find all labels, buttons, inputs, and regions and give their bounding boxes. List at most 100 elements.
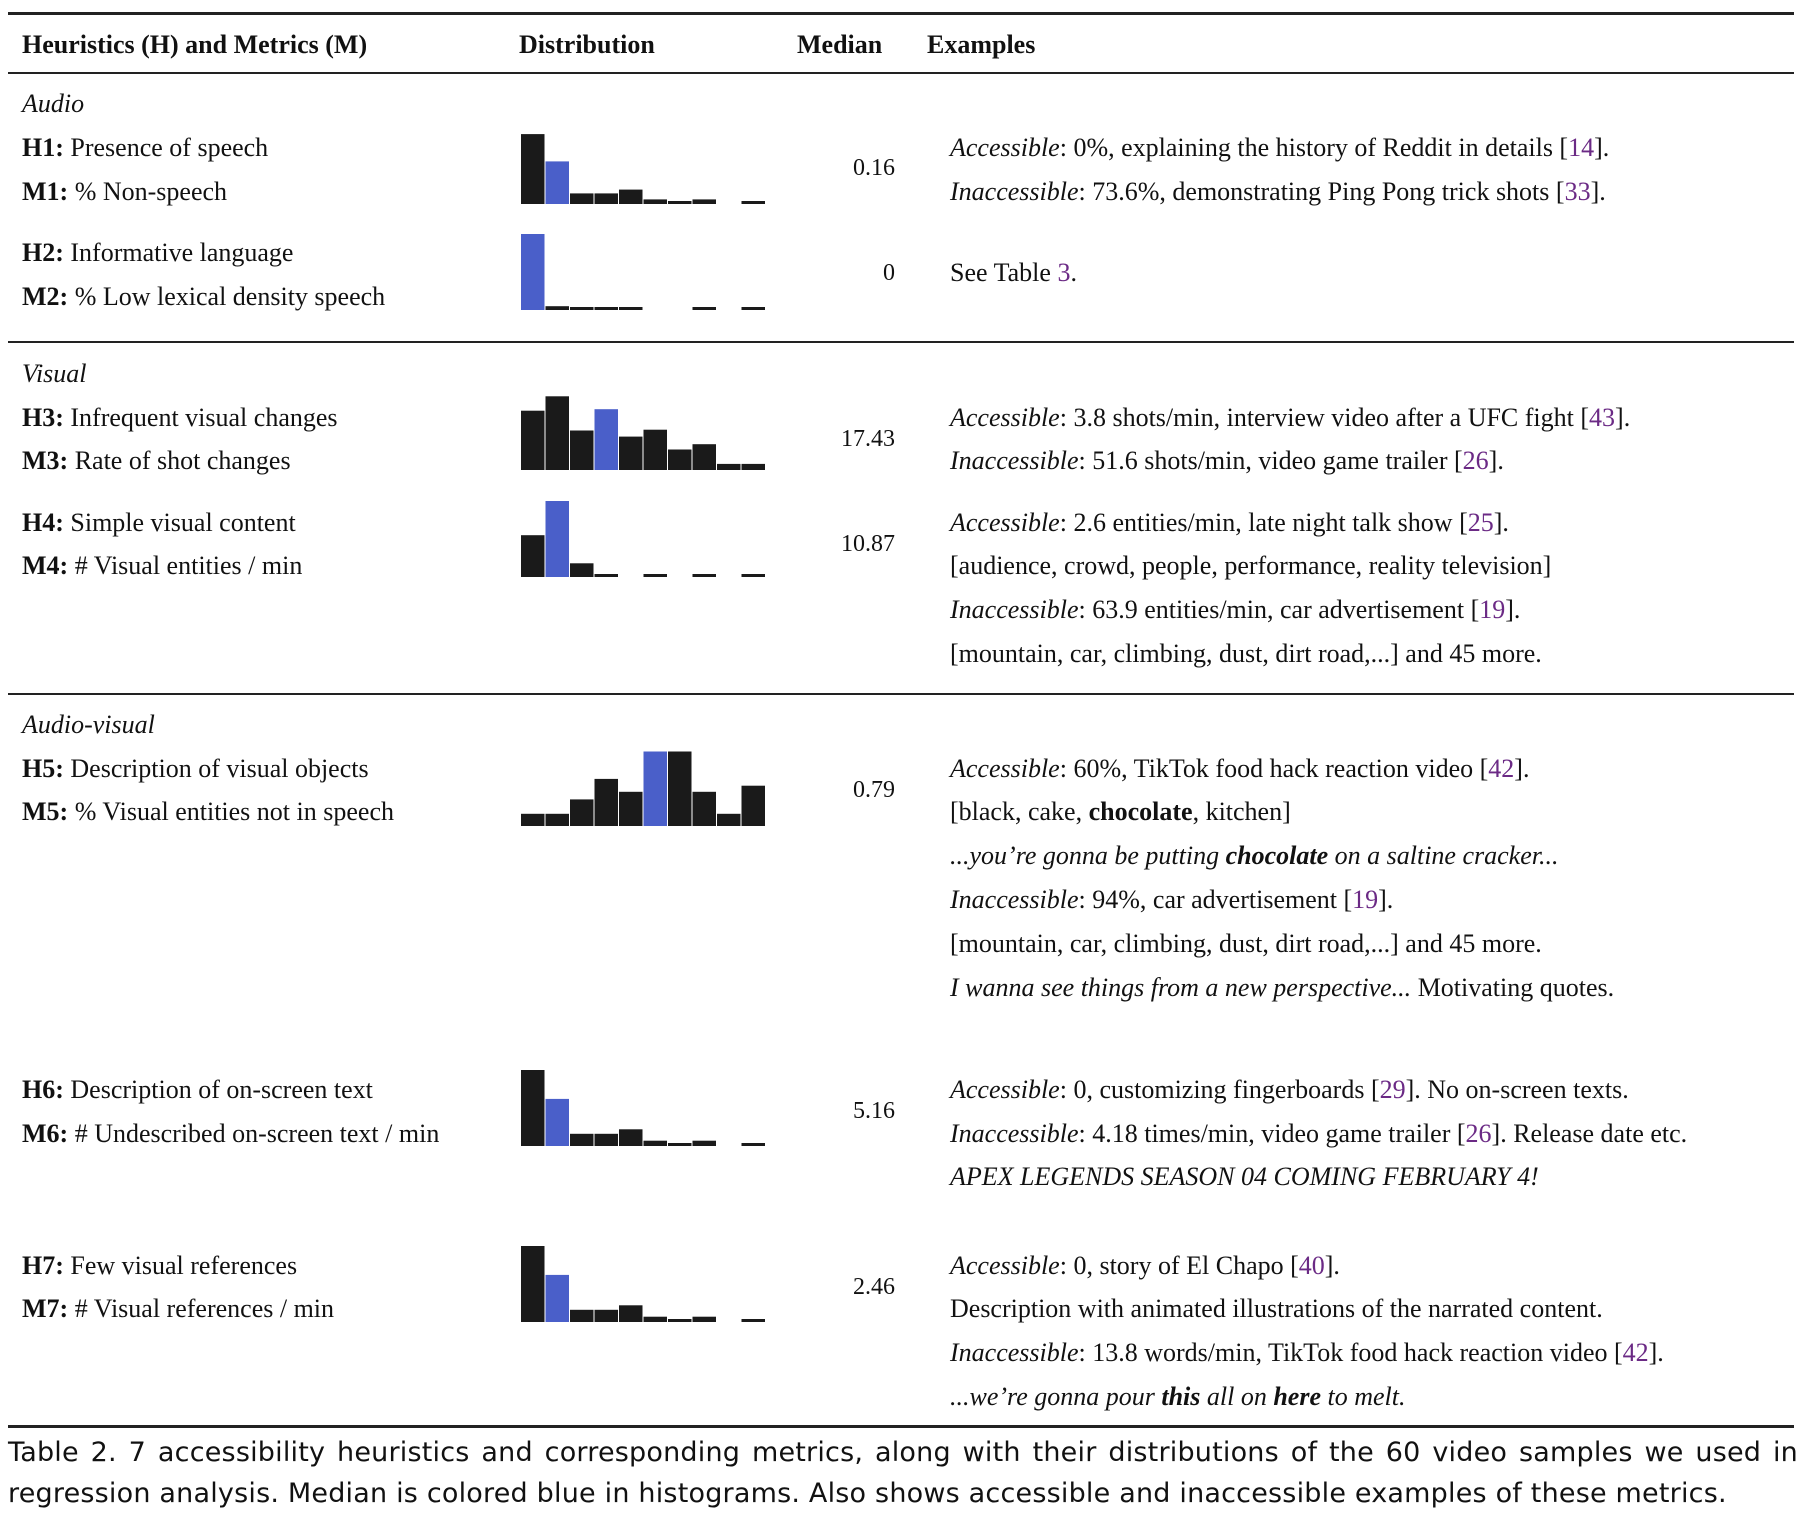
section-rule-audio-visual xyxy=(8,693,1794,695)
example-m5-accessible: Accessible: 60%, TikTok food hack reacti… xyxy=(950,754,1530,783)
metric-m5: M5: % Visual entities not in speech xyxy=(22,797,394,826)
histogram-bar xyxy=(717,813,741,826)
histogram-bar xyxy=(741,574,765,577)
median-m4: 10.87 xyxy=(841,531,895,557)
histogram-bar xyxy=(668,1319,692,1322)
header-median: Median xyxy=(797,30,883,59)
histogram-bar xyxy=(570,563,594,577)
histogram-bar xyxy=(643,574,667,577)
histogram-bar xyxy=(594,778,618,826)
example-m3-inaccessible: Inaccessible: 51.6 shots/min, video game… xyxy=(950,446,1504,475)
histogram-bar xyxy=(521,1070,545,1146)
histogram-bar xyxy=(643,199,667,204)
median-m7: 2.46 xyxy=(853,1274,895,1300)
histogram-bar-median xyxy=(521,234,545,310)
histogram-bar xyxy=(619,189,643,204)
example-m6-inaccessible: Inaccessible: 4.18 times/min, video game… xyxy=(950,1119,1688,1148)
histogram-bar xyxy=(692,1140,716,1146)
table-caption: Table 2. 7 accessibility heuristics and … xyxy=(8,1437,1798,1509)
histogram-bar xyxy=(521,813,545,826)
heuristic-h2: H2: Informative language xyxy=(22,238,294,267)
histogram-bar xyxy=(594,307,618,310)
histogram-bar xyxy=(594,193,618,204)
example-m2: See Table 3. xyxy=(950,258,1077,287)
example-m7-inaccessible-quote: ...we’re gonna pour this all on here to … xyxy=(950,1382,1406,1411)
histogram-bar xyxy=(521,535,545,577)
heuristic-h6: H6: Description of on-screen text xyxy=(22,1075,373,1104)
header-heuristics: Heuristics (H) and Metrics (M) xyxy=(22,30,368,59)
histogram-bar xyxy=(717,463,741,470)
histogram-bar-median xyxy=(594,409,618,470)
histogram-bar xyxy=(570,1133,594,1146)
histogram-bar xyxy=(545,306,569,310)
heuristic-h7: H7: Few visual references xyxy=(22,1251,298,1280)
example-m3-accessible: Accessible: 3.8 shots/min, interview vid… xyxy=(950,403,1631,432)
histogram-bar xyxy=(570,307,594,310)
histogram-bar xyxy=(692,444,716,470)
histogram-bar xyxy=(668,201,692,204)
histogram-bar xyxy=(643,1140,667,1146)
histogram-bar xyxy=(643,1316,667,1322)
example-m5-accessible-quote: ...you’re gonna be putting chocolate on … xyxy=(950,841,1559,870)
metric-m2: M2: % Low lexical density speech xyxy=(22,282,386,311)
example-m1-accessible: Accessible: 0%, explaining the history o… xyxy=(950,133,1610,162)
example-m7-accessible: Accessible: 0, story of El Chapo [40]. xyxy=(950,1251,1340,1280)
top-rule xyxy=(8,12,1794,15)
histogram-bar xyxy=(521,1246,545,1322)
median-m5: 0.79 xyxy=(853,777,895,803)
histogram-m3 xyxy=(521,396,765,470)
histogram-m1 xyxy=(521,134,765,204)
histogram-bar xyxy=(668,1143,692,1146)
median-m6: 5.16 xyxy=(853,1098,895,1124)
histogram-bar xyxy=(741,201,765,204)
bottom-rule xyxy=(8,1425,1794,1428)
histogram-m5 xyxy=(521,751,765,826)
histogram-bar xyxy=(570,193,594,204)
section-label-audio: Audio xyxy=(22,89,85,118)
histogram-bar xyxy=(570,430,594,470)
heuristic-h5: H5: Description of visual objects xyxy=(22,754,369,783)
section-label-visual: Visual xyxy=(22,359,87,388)
example-m6-onscreen-text: APEX LEGENDS SEASON 04 COMING FEBRUARY 4… xyxy=(950,1162,1539,1191)
heuristic-h3: H3: Infrequent visual changes xyxy=(22,403,338,432)
median-m1: 0.16 xyxy=(853,155,895,181)
histogram-bar xyxy=(570,799,594,826)
example-m5-inaccessible-entities: [mountain, car, climbing, dust, dirt roa… xyxy=(950,929,1542,958)
histogram-m7 xyxy=(521,1246,765,1322)
section-rule-visual xyxy=(8,341,1794,343)
example-m4-accessible: Accessible: 2.6 entities/min, late night… xyxy=(950,508,1509,537)
histogram-bar xyxy=(594,1133,618,1146)
metric-m1: M1: % Non-speech xyxy=(22,177,228,206)
histogram-bar-median xyxy=(643,751,667,826)
metric-m4: M4: # Visual entities / min xyxy=(22,551,303,580)
histogram-m6 xyxy=(521,1070,765,1146)
histogram-m2 xyxy=(521,234,765,310)
histogram-bar xyxy=(570,1309,594,1322)
header-rule xyxy=(8,72,1794,74)
histogram-bar xyxy=(619,1129,643,1146)
example-m7-inaccessible: Inaccessible: 13.8 words/min, TikTok foo… xyxy=(950,1338,1664,1367)
histogram-bar-median xyxy=(545,1274,569,1322)
header-distribution: Distribution xyxy=(519,30,655,59)
histogram-bar-median xyxy=(545,501,569,577)
histogram-bar xyxy=(619,436,643,470)
histogram-bar-median xyxy=(545,161,569,204)
histogram-bar xyxy=(643,429,667,470)
histogram-bar xyxy=(668,751,692,826)
median-m3: 17.43 xyxy=(841,426,895,452)
metric-m3: M3: Rate of shot changes xyxy=(22,446,291,475)
section-label-audio-visual: Audio-visual xyxy=(22,710,155,739)
example-m4-accessible-entities: [audience, crowd, people, performance, r… xyxy=(950,551,1552,580)
histogram-bar xyxy=(619,791,643,826)
histogram-bar xyxy=(692,1316,716,1322)
histogram-bar xyxy=(741,1143,765,1146)
example-m5-inaccessible: Inaccessible: 94%, car advertisement [19… xyxy=(950,885,1394,914)
histogram-bar xyxy=(741,307,765,310)
histogram-bar xyxy=(741,463,765,470)
median-m2: 0 xyxy=(883,260,895,286)
histogram-bar xyxy=(692,307,716,310)
histogram-bar xyxy=(521,410,545,470)
histogram-bar xyxy=(619,1305,643,1322)
histogram-bar xyxy=(594,574,618,577)
example-m7-accessible-note: Description with animated illustrations … xyxy=(950,1294,1603,1323)
